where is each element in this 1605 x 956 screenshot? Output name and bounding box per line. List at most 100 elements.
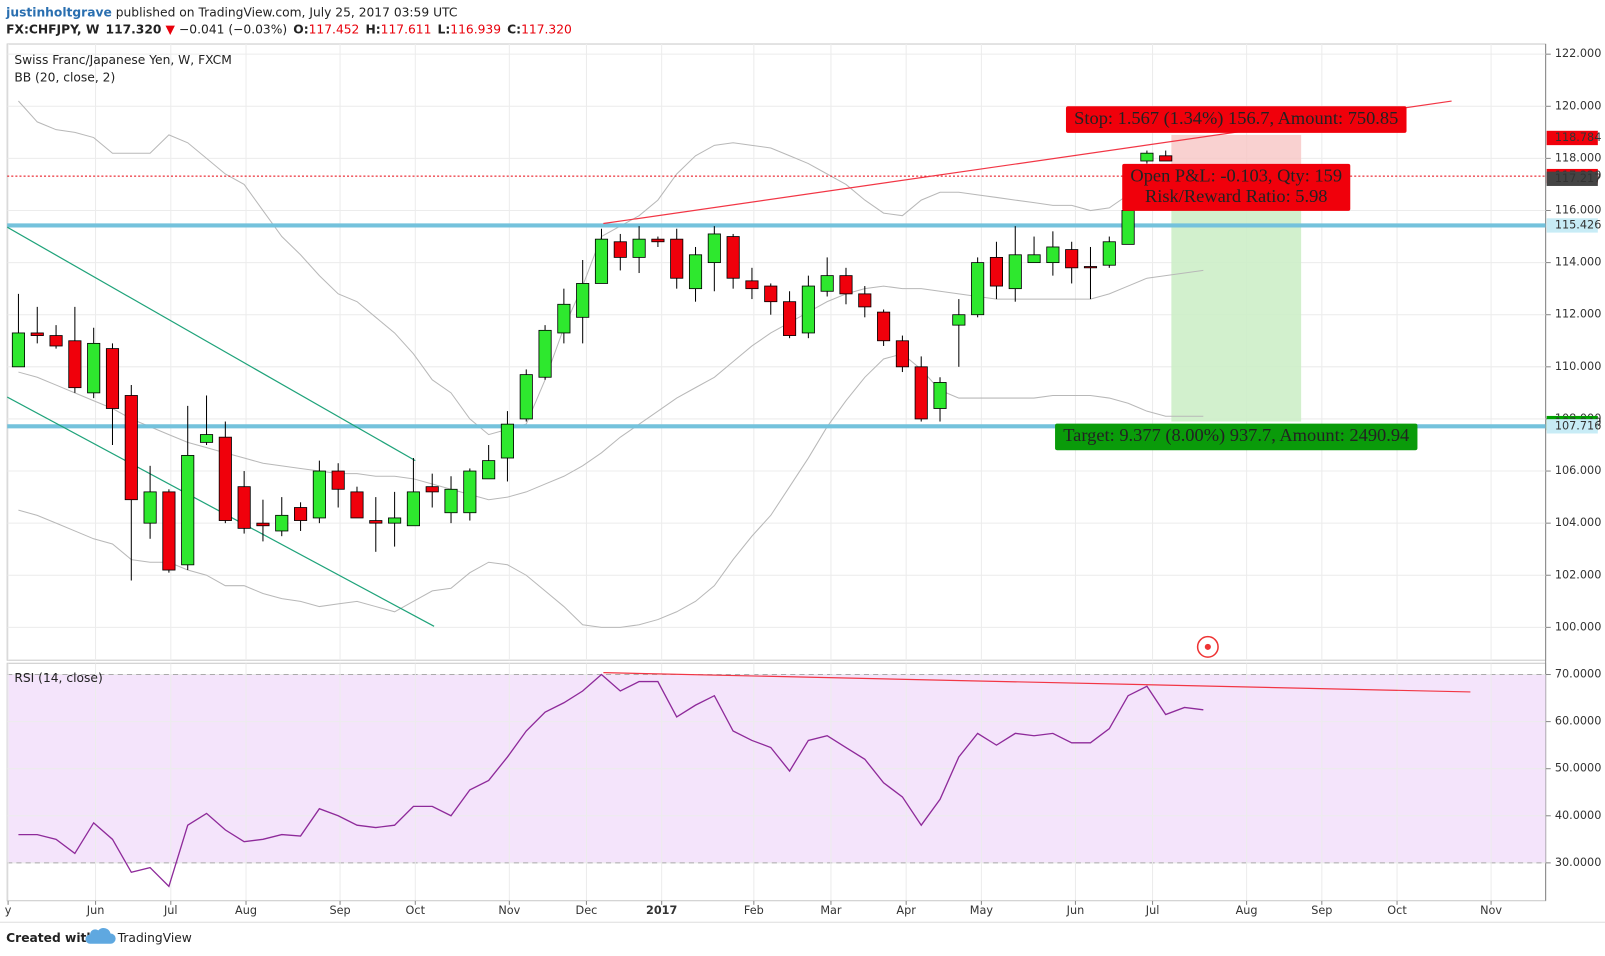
trend-line: [603, 672, 1471, 693]
target-label-box: [1055, 423, 1418, 451]
candle-body: [124, 395, 138, 501]
y-tick-label: 60.0000: [1555, 715, 1602, 728]
candle-body: [632, 238, 646, 258]
candle-body: [350, 491, 364, 519]
x-tick-label: Feb: [744, 904, 764, 917]
record-icon[interactable]: [1196, 635, 1219, 658]
candle-body: [331, 470, 345, 490]
candle-body: [971, 262, 985, 316]
y-tick-label: 104.000: [1555, 516, 1602, 529]
published: published on TradingView.com, July 25, 2…: [112, 5, 458, 19]
target-label-text: Target: 9.377 (8.00%) 937.7, Amount: 249…: [1063, 425, 1409, 446]
y-tick-label: 100.000: [1555, 620, 1602, 633]
candle-body: [256, 522, 270, 527]
footer-brand[interactable]: TradingView: [117, 931, 192, 945]
candle-body: [444, 488, 458, 514]
ohlc-value: 117.452: [309, 22, 360, 36]
candle-body: [726, 236, 740, 279]
target-label: Target: 9.377 (8.00%) 937.7, Amount: 249…: [1055, 423, 1418, 451]
candle-body: [11, 332, 26, 368]
y-tick-label: 112.000: [1555, 308, 1602, 321]
candle-body: [764, 285, 778, 303]
price-badge: [1546, 130, 1598, 146]
candle-body: [181, 454, 195, 566]
candle-body: [613, 241, 627, 258]
x-tick-label: Oct: [406, 904, 426, 917]
candle-body: [576, 283, 590, 318]
candle-body: [312, 470, 326, 519]
candle-body: [801, 285, 815, 334]
candle-body: [933, 382, 947, 409]
y-tick-label: 106.000: [1555, 464, 1602, 477]
author[interactable]: justinholtgrave: [5, 5, 112, 19]
candle-body: [482, 460, 496, 480]
x-tick-label: Nov: [1480, 904, 1502, 917]
candle-body: [218, 436, 232, 521]
stop-label: Stop: 1.567 (1.34%) 156.7, Amount: 750.8…: [1065, 106, 1407, 133]
candle-body: [406, 491, 420, 527]
candle-body: [425, 486, 439, 493]
x-tick-label: Jul: [163, 904, 178, 917]
bb-lower: [18, 353, 1204, 628]
candle-body: [1008, 254, 1022, 290]
header-line: justinholtgrave published on TradingView…: [5, 5, 457, 19]
candle-body: [199, 434, 214, 443]
candle-body: [745, 280, 759, 290]
x-tick-label: Aug: [235, 904, 257, 917]
y-tick-label: 116.000: [1555, 203, 1602, 216]
price-badge: [1546, 419, 1598, 434]
candle-body: [1140, 152, 1154, 162]
candle-body: [989, 256, 1003, 287]
x-tick-label: 2017: [646, 904, 677, 917]
y-tick-label: 120.000: [1555, 99, 1602, 112]
ohlc-value: 117.320: [521, 22, 572, 36]
record-dot: [1204, 643, 1211, 650]
bb-legend: BB (20, close, 2): [14, 70, 115, 84]
candle-body: [820, 275, 834, 292]
candle-body: [68, 340, 82, 389]
pnl-label-box: [1122, 163, 1351, 211]
change: −0.041 (−0.03%): [179, 22, 287, 36]
candle-body: [594, 238, 609, 284]
x-tick-label: Mar: [820, 904, 842, 917]
candle-body: [388, 517, 402, 524]
candle-body: [952, 314, 966, 326]
bb-upper: [18, 100, 1204, 436]
ohlc-key: C:: [507, 22, 521, 36]
price-badge-label: 118.784: [1555, 131, 1602, 144]
candle-body: [1102, 241, 1116, 266]
ohlc-key: H:: [366, 22, 381, 36]
candle-body: [1046, 246, 1060, 264]
x-tick-label: Apr: [896, 904, 916, 917]
candle-body: [557, 303, 571, 334]
footer-created: Created with: [6, 931, 95, 945]
symbol: FX:CHFJPY, W: [6, 22, 100, 36]
candle-body: [1159, 155, 1173, 162]
candle-body: [463, 470, 477, 514]
x-tick-label: Aug: [1236, 904, 1258, 917]
pnl-label-text: Open P&L: -0.103, Qty: 159: [1130, 165, 1342, 185]
candle-body: [1027, 254, 1041, 264]
candle-body: [858, 293, 872, 308]
price-badge: [1546, 218, 1598, 233]
candle-body: [519, 374, 533, 420]
x-tick-label: Sep: [329, 904, 350, 917]
price-plot: [7, 44, 1546, 661]
candle-body: [1083, 266, 1098, 269]
x-tick-label: Nov: [498, 904, 520, 917]
rsi-line: [18, 673, 1204, 888]
ohlc-key: L:: [438, 22, 451, 36]
candle-body: [1065, 249, 1079, 269]
ohlc-key: O:: [293, 22, 308, 36]
y-tick-label: 50.0000: [1555, 762, 1602, 775]
price-badge-label: 107.716: [1555, 419, 1602, 432]
candle-body: [651, 238, 665, 243]
overlay: Stop: 1.567 (1.34%) 156.7, Amount: 750.8…: [1055, 106, 1418, 451]
x-tick-label: Sep: [1311, 904, 1332, 917]
down-arrow: ▼: [166, 22, 176, 36]
y-tick-label: 122.000: [1555, 47, 1602, 60]
x-tick-label: Dec: [576, 904, 598, 917]
price-badge-label: 117.217: [1555, 172, 1602, 185]
